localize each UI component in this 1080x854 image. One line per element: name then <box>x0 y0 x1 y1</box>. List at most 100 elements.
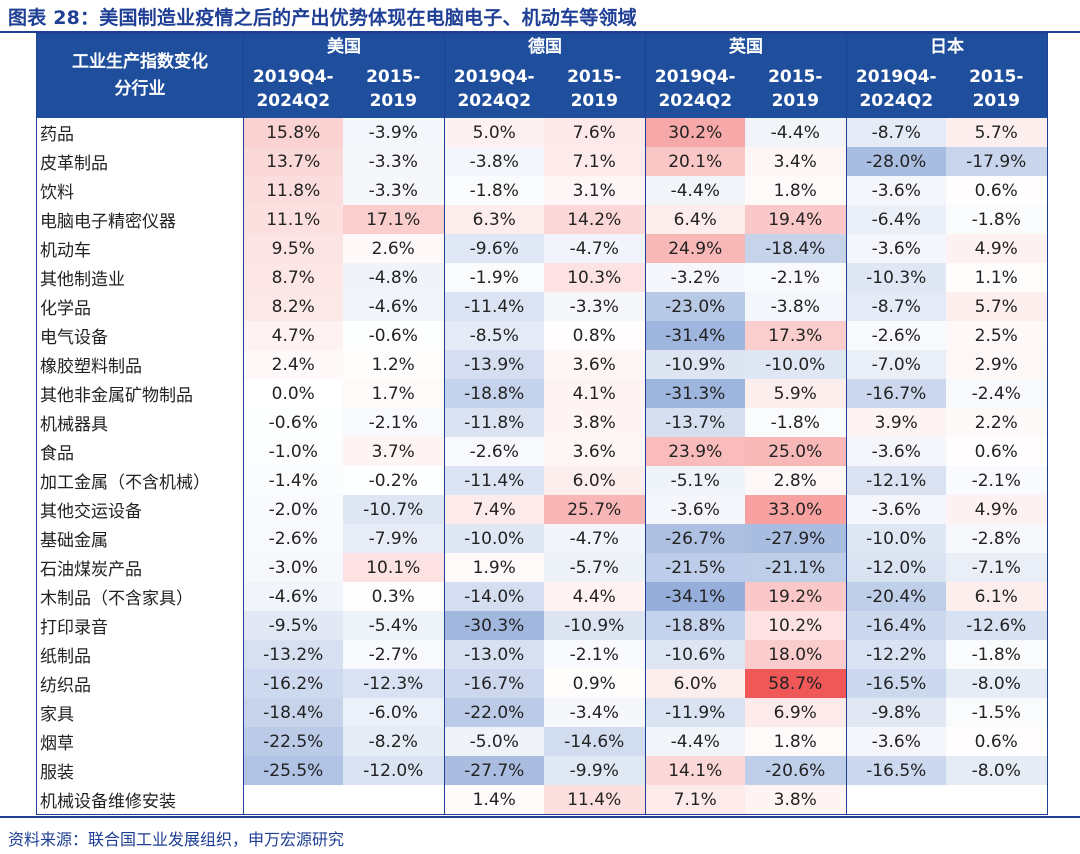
value-cell: 0.6% <box>945 727 1048 756</box>
value-cell: -1.8% <box>945 640 1048 669</box>
value-cell: 14.1% <box>645 756 745 785</box>
value-cell: -3.9% <box>342 118 445 147</box>
table-row: 木制品（不含家具） -4.6% 0.3% -14.0% 4.4% -34.1% 19.2% -… <box>36 582 1048 611</box>
value-cell: 3.1% <box>543 176 646 205</box>
value-cell: -16.5% <box>846 669 946 698</box>
value-cell: -6.0% <box>342 698 445 727</box>
value-cell: 4.9% <box>945 234 1048 263</box>
value-cell: -4.6% <box>243 582 343 611</box>
value-cell: -5.0% <box>444 727 544 756</box>
table-body: 药品 15.8% -3.9% 5.0% 7.6% 30.2% -4.4% -8.7% 5.7% 皮… <box>36 118 1048 815</box>
value-cell: 5.7% <box>945 118 1048 147</box>
value-cell: 1.4% <box>444 785 544 815</box>
value-cell: 0.8% <box>543 321 646 350</box>
value-cell: -8.2% <box>342 727 445 756</box>
table-row: 家具 -18.4% -6.0% -22.0% -3.4% -11.9% 6.9% -9.8% -… <box>36 698 1048 727</box>
period-header: 2019Q4- 2024Q2 <box>444 61 544 118</box>
value-cell: -18.8% <box>444 379 544 408</box>
value-cell: 5.0% <box>444 118 544 147</box>
table-row: 电气设备 4.7% -0.6% -8.5% 0.8% -31.4% 17.3% -2.6% 2.… <box>36 321 1048 350</box>
value-cell: -13.2% <box>243 640 343 669</box>
value-cell: -3.4% <box>543 698 646 727</box>
value-cell: 6.9% <box>744 698 847 727</box>
row-label: 打印录音 <box>36 611 244 640</box>
row-label: 石油煤炭产品 <box>36 553 244 582</box>
value-cell: -2.7% <box>342 640 445 669</box>
value-cell: -16.7% <box>444 669 544 698</box>
value-cell: 6.4% <box>645 205 745 234</box>
value-cell: -1.5% <box>945 698 1048 727</box>
table-row: 机械设备维修安装 1.4% 11.4% 7.1% 3.8% <box>36 785 1048 815</box>
table-row: 纺织品 -16.2% -12.3% -16.7% 0.9% 6.0% 58.7% -16.5%… <box>36 669 1048 698</box>
value-cell: -4.7% <box>543 524 646 553</box>
value-cell: 33.0% <box>744 495 847 524</box>
value-cell: 0.0% <box>243 379 343 408</box>
value-cell: -20.6% <box>744 756 847 785</box>
value-cell: 1.8% <box>744 176 847 205</box>
value-cell: -1.4% <box>243 466 343 495</box>
value-cell: 19.4% <box>744 205 847 234</box>
title-rule <box>0 31 1080 33</box>
value-cell: 2.4% <box>243 350 343 379</box>
value-cell: 18.0% <box>744 640 847 669</box>
value-cell: 10.1% <box>342 553 445 582</box>
table-row: 食品 -1.0% 3.7% -2.6% 3.6% 23.9% 25.0% -3.6% 0.6% <box>36 437 1048 466</box>
value-cell: -10.0% <box>846 524 946 553</box>
value-cell: -3.6% <box>846 234 946 263</box>
value-cell: -12.0% <box>846 553 946 582</box>
value-cell: -18.4% <box>744 234 847 263</box>
value-cell: -12.6% <box>945 611 1048 640</box>
value-cell: -4.4% <box>645 176 745 205</box>
source-rule <box>0 816 1080 818</box>
value-cell: -8.0% <box>945 669 1048 698</box>
table-row: 纸制品 -13.2% -2.7% -13.0% -2.1% -10.6% 18.0% -12.… <box>36 640 1048 669</box>
value-cell: -30.3% <box>444 611 544 640</box>
value-cell: 7.1% <box>543 147 646 176</box>
value-cell: -3.0% <box>243 553 343 582</box>
row-label: 基础金属 <box>36 524 244 553</box>
value-cell: 20.1% <box>645 147 745 176</box>
table-row: 饮料 11.8% -3.3% -1.8% 3.1% -4.4% 1.8% -3.6% 0.6% <box>36 176 1048 205</box>
value-cell: 4.7% <box>243 321 343 350</box>
period-header: 2015- 2019 <box>744 61 847 118</box>
value-cell: 7.1% <box>645 785 745 815</box>
value-cell: 1.2% <box>342 350 445 379</box>
value-cell: -1.8% <box>945 205 1048 234</box>
value-cell: -8.5% <box>444 321 544 350</box>
value-cell: -8.7% <box>846 118 946 147</box>
row-label: 橡胶塑料制品 <box>36 350 244 379</box>
value-cell <box>945 785 1048 815</box>
value-cell: -12.2% <box>846 640 946 669</box>
value-cell: -1.8% <box>444 176 544 205</box>
value-cell: -4.4% <box>744 118 847 147</box>
table-row: 橡胶塑料制品 2.4% 1.2% -13.9% 3.6% -10.9% -10.0% -7.0… <box>36 350 1048 379</box>
value-cell: -26.7% <box>645 524 745 553</box>
period-header: 2019Q4- 2024Q2 <box>243 61 343 118</box>
value-cell: -3.3% <box>543 292 646 321</box>
value-cell: 4.9% <box>945 495 1048 524</box>
value-cell: -20.4% <box>846 582 946 611</box>
value-cell: -1.0% <box>243 437 343 466</box>
value-cell: -23.0% <box>645 292 745 321</box>
value-cell: 4.4% <box>543 582 646 611</box>
country-header-de: 德国 <box>444 33 646 61</box>
value-cell: -25.5% <box>243 756 343 785</box>
value-cell: -9.5% <box>243 611 343 640</box>
table-row: 其他交运设备 -2.0% -10.7% 7.4% 25.7% -3.6% 33.0% -3.6… <box>36 495 1048 524</box>
value-cell: 2.9% <box>945 350 1048 379</box>
row-label: 家具 <box>36 698 244 727</box>
value-cell: -5.1% <box>645 466 745 495</box>
value-cell: 6.1% <box>945 582 1048 611</box>
value-cell: -0.6% <box>342 321 445 350</box>
value-cell: -2.4% <box>945 379 1048 408</box>
corner-header-line2: 分行业 <box>114 79 166 99</box>
row-label: 烟草 <box>36 727 244 756</box>
value-cell: -3.3% <box>342 147 445 176</box>
value-cell: -11.4% <box>444 292 544 321</box>
value-cell: -18.4% <box>243 698 343 727</box>
value-cell: -16.7% <box>846 379 946 408</box>
corner-header: 工业生产指数变化 分行业 <box>36 33 244 118</box>
value-cell: -31.4% <box>645 321 745 350</box>
value-cell: 4.1% <box>543 379 646 408</box>
value-cell: -0.6% <box>243 408 343 437</box>
